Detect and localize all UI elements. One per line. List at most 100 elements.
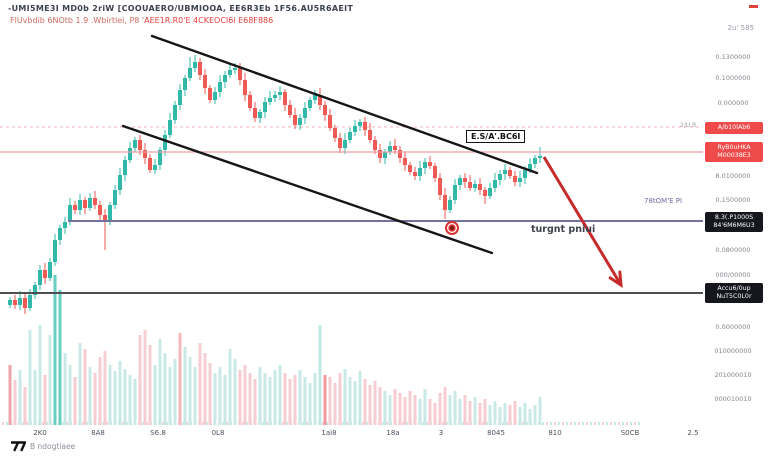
candle-body	[443, 195, 447, 210]
volume-bar	[208, 363, 212, 425]
volume-stub	[306, 422, 308, 425]
volume-stub	[606, 422, 608, 425]
volume-bar	[418, 399, 422, 425]
price-axis-label: 8.0100000	[715, 172, 751, 180]
volume-stub	[422, 422, 424, 425]
projection-arrow[interactable]	[542, 156, 623, 286]
candle-body	[173, 105, 177, 120]
volume-bar	[453, 391, 457, 425]
volume-bar	[368, 385, 372, 425]
volume-bar	[233, 359, 237, 425]
candle-body	[108, 205, 112, 222]
candle-body	[98, 205, 102, 215]
time-axis-label: 0L8	[211, 429, 225, 437]
volume-bar	[48, 335, 52, 425]
volume-bar	[343, 369, 347, 425]
volume-stub	[554, 422, 556, 425]
volume-stub	[266, 422, 268, 425]
trendline[interactable]	[121, 124, 494, 255]
volume-stub	[182, 422, 184, 425]
candle-body	[458, 178, 462, 185]
trendline[interactable]	[150, 34, 539, 175]
volume-stub	[506, 422, 508, 425]
time-axis-label: S6.8	[150, 429, 166, 437]
candle-body	[133, 140, 137, 148]
volume-bar	[173, 359, 177, 425]
axis-countdown-text: 2/U.R	[680, 122, 697, 129]
candle-body	[463, 178, 467, 182]
candle-body	[53, 240, 57, 262]
volume-bar	[138, 335, 142, 425]
candle-body	[418, 168, 422, 176]
candle-body	[503, 170, 507, 174]
volume-bar	[148, 345, 152, 425]
volume-bar	[508, 405, 512, 425]
candle-body	[483, 190, 487, 196]
volume-stub	[482, 422, 484, 425]
volume-bar	[303, 377, 307, 425]
volume-bar	[203, 353, 207, 425]
candle-body	[158, 150, 162, 165]
volume-stub	[6, 422, 8, 425]
tradingview-watermark[interactable]: B ndogtiaee	[10, 441, 75, 452]
candle-body	[178, 90, 182, 105]
volume-bar	[288, 379, 292, 425]
volume-stub	[382, 422, 384, 425]
volume-bar	[498, 407, 502, 425]
time-axis-label: 18a	[386, 429, 400, 437]
candle-body	[333, 128, 337, 138]
candle-body	[198, 62, 202, 75]
volume-bar	[423, 389, 427, 425]
volume-bar	[28, 330, 32, 425]
candle-body	[313, 95, 317, 100]
volume-bar	[463, 395, 467, 425]
volume-bar	[488, 405, 492, 425]
price-axis-label: 0.0000000	[715, 323, 751, 331]
volume-stub	[406, 422, 408, 425]
candle-body	[303, 108, 307, 118]
volume-bar	[523, 403, 527, 425]
candle-body	[278, 92, 282, 95]
volume-bar	[348, 377, 352, 425]
candle-body	[13, 300, 17, 305]
candle-body	[73, 205, 77, 210]
volume-bar	[113, 371, 117, 425]
candle-body	[163, 135, 167, 150]
candle-body	[468, 182, 472, 188]
candle-body	[38, 270, 42, 285]
candle-body	[533, 158, 537, 164]
candle-body	[18, 298, 22, 305]
price-axis-label: 0.1300000	[715, 53, 751, 61]
volume-bar	[53, 275, 57, 425]
volume-bar	[118, 361, 122, 425]
volume-bar	[378, 387, 382, 425]
volume-stub	[582, 422, 584, 425]
candle-body	[453, 185, 457, 200]
volume-bar	[228, 349, 232, 425]
volume-stub	[166, 422, 168, 425]
target-emoji-center	[450, 226, 454, 230]
candle-body	[208, 88, 212, 100]
price-callout-label[interactable]: E.S/A'.BC6I	[466, 130, 526, 143]
tradingview-logo-icon	[11, 441, 26, 452]
volume-stub	[346, 422, 348, 425]
volume-stub	[442, 422, 444, 425]
candle-body	[138, 140, 142, 150]
volume-stub	[386, 422, 388, 425]
volume-bar	[403, 397, 407, 425]
volume-bar	[158, 339, 162, 425]
volume-bar	[518, 407, 522, 425]
candle-body	[238, 68, 242, 80]
volume-stub	[602, 422, 604, 425]
volume-bar	[468, 401, 472, 425]
candle-body	[33, 285, 37, 295]
candle-body	[513, 176, 517, 182]
price-axis-label: 010000000	[714, 347, 752, 355]
volume-stub	[558, 422, 560, 425]
volume-bar	[93, 373, 97, 425]
time-axis-label: 3	[438, 429, 444, 437]
volume-stub	[570, 422, 572, 425]
time-axis-label: 810	[548, 429, 562, 437]
